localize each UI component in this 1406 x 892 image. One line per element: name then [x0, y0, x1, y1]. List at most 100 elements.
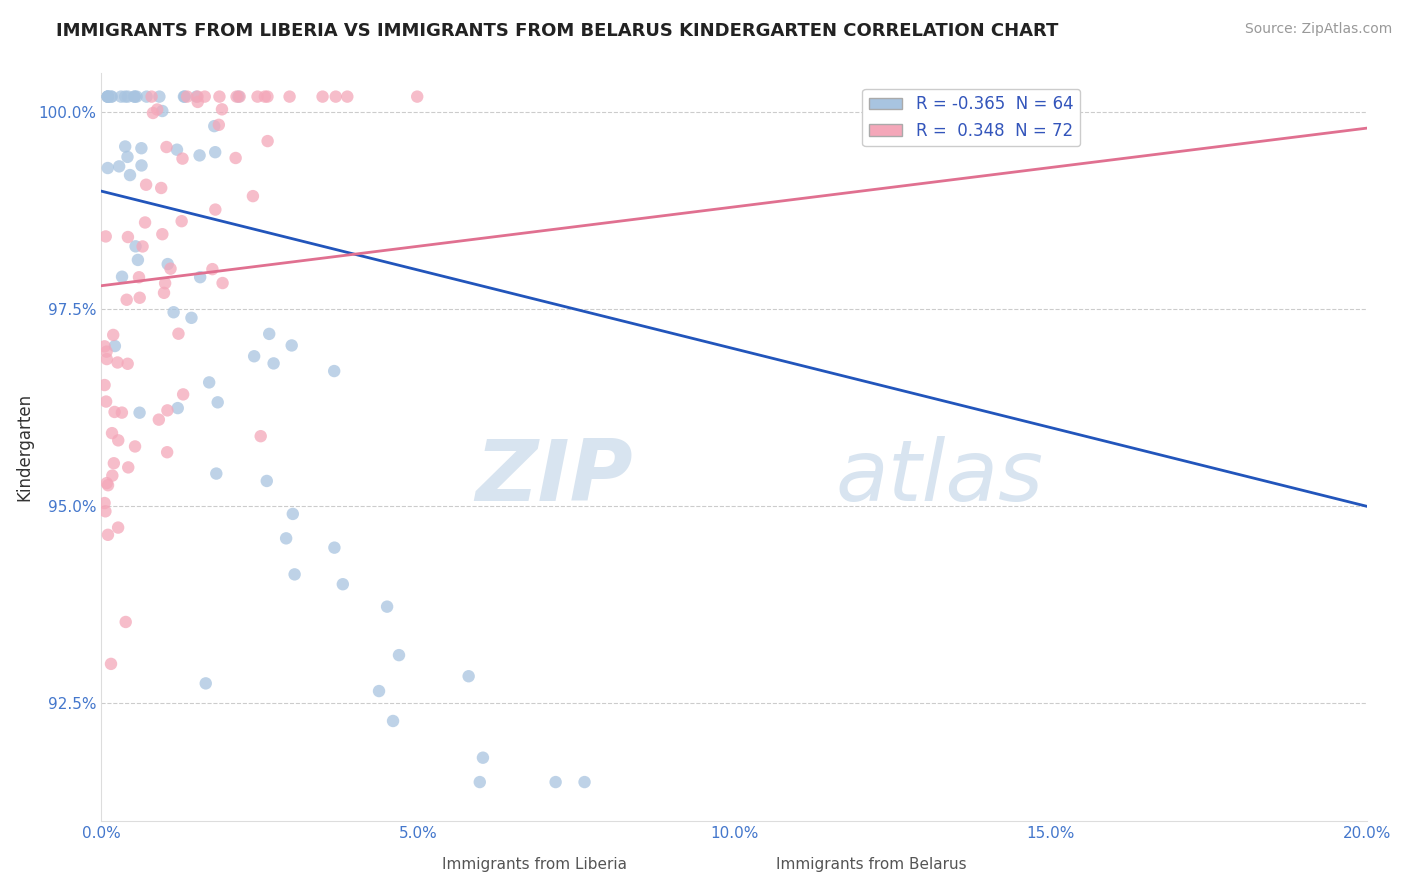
Point: [97, 89, 120, 103]
Point: [155, 140, 177, 154]
Point: [124, 239, 146, 253]
Point: [153, 277, 176, 291]
Point: [124, 439, 146, 453]
Point: [156, 257, 179, 271]
Point: [246, 89, 269, 103]
Point: [114, 615, 136, 629]
Point: [96, 476, 118, 491]
Point: [142, 106, 165, 120]
Point: [131, 239, 153, 253]
Point: [471, 750, 494, 764]
Point: [201, 262, 224, 277]
Point: [336, 89, 359, 103]
Point: [406, 89, 429, 103]
Point: [180, 310, 202, 325]
Point: [93, 496, 115, 510]
Point: [111, 269, 134, 284]
Point: [125, 89, 148, 103]
Text: atlas: atlas: [835, 435, 1043, 518]
Point: [94, 394, 117, 409]
Point: [156, 403, 179, 417]
Point: [103, 456, 125, 470]
Point: [100, 89, 122, 103]
Point: [194, 89, 217, 103]
Point: [208, 89, 231, 103]
Point: [325, 89, 347, 103]
Point: [204, 202, 226, 217]
Point: [256, 134, 278, 148]
Point: [187, 95, 209, 109]
Text: Immigrants from Liberia: Immigrants from Liberia: [441, 857, 627, 872]
Point: [97, 89, 120, 103]
Point: [153, 285, 176, 300]
Point: [388, 648, 411, 662]
Point: [97, 89, 120, 103]
Legend: R = -0.365  N = 64, R =  0.348  N = 72: R = -0.365 N = 64, R = 0.348 N = 72: [862, 89, 1080, 146]
Text: ZIP: ZIP: [475, 435, 633, 518]
Point: [228, 89, 250, 103]
Point: [103, 405, 125, 419]
Point: [100, 657, 122, 671]
Point: [97, 528, 120, 542]
Point: [96, 352, 118, 367]
Point: [156, 445, 179, 459]
Point: [101, 426, 124, 441]
Point: [202, 119, 225, 133]
Point: [117, 150, 139, 164]
Point: [141, 89, 163, 103]
Point: [544, 775, 567, 789]
Point: [104, 339, 127, 353]
Point: [281, 507, 304, 521]
Point: [159, 261, 181, 276]
Point: [107, 520, 129, 534]
Point: [128, 291, 150, 305]
Y-axis label: Kindergarten: Kindergarten: [15, 393, 32, 501]
Point: [167, 326, 190, 341]
Point: [225, 89, 247, 103]
Point: [117, 89, 139, 103]
Point: [150, 227, 173, 242]
Point: [162, 305, 184, 319]
Point: [131, 141, 153, 155]
Point: [263, 356, 285, 370]
Point: [194, 676, 217, 690]
Point: [94, 504, 117, 518]
Point: [97, 161, 120, 175]
Point: [114, 139, 136, 153]
Point: [323, 364, 346, 378]
Point: [127, 252, 149, 267]
Point: [211, 103, 233, 117]
Point: [107, 355, 129, 369]
Point: [253, 89, 276, 103]
Point: [205, 467, 228, 481]
Point: [124, 89, 146, 103]
Point: [170, 214, 193, 228]
Point: [107, 434, 129, 448]
Point: [111, 406, 134, 420]
Point: [574, 775, 596, 789]
Point: [284, 567, 307, 582]
Point: [176, 89, 198, 103]
Point: [198, 376, 221, 390]
Point: [118, 168, 141, 182]
Point: [257, 326, 280, 341]
Point: [278, 89, 301, 103]
Point: [311, 89, 333, 103]
Point: [135, 89, 157, 103]
Point: [211, 276, 233, 290]
Point: [173, 89, 195, 103]
Point: [186, 89, 208, 103]
Point: [117, 230, 139, 244]
Point: [368, 684, 391, 698]
Point: [207, 395, 229, 409]
Point: [256, 89, 278, 103]
Point: [172, 387, 194, 401]
Point: [173, 89, 195, 103]
Point: [225, 151, 247, 165]
Point: [186, 89, 208, 103]
Point: [96, 344, 118, 359]
Point: [128, 270, 150, 285]
Point: [108, 160, 131, 174]
Point: [323, 541, 346, 555]
Point: [166, 401, 188, 416]
